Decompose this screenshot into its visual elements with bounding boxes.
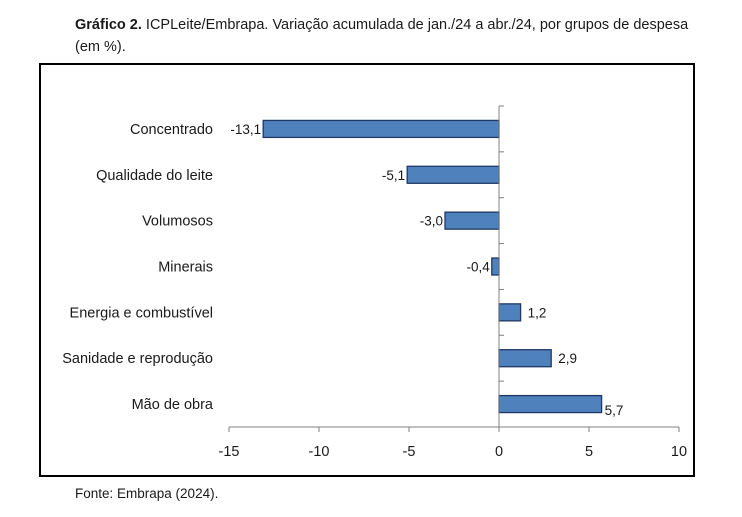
category-label: Energia e combustível xyxy=(70,305,213,321)
bar xyxy=(406,165,500,184)
x-tick-label: 5 xyxy=(585,444,593,460)
caption-label: Gráfico 2. xyxy=(75,17,142,33)
x-tick-label: -10 xyxy=(309,444,330,460)
chart-frame xyxy=(39,63,695,477)
data-label: -0,4 xyxy=(467,260,491,275)
data-label: 1,2 xyxy=(528,305,547,320)
x-tick-label: 0 xyxy=(495,444,503,460)
bar xyxy=(262,119,500,139)
x-tick-label: -5 xyxy=(403,444,416,460)
category-label: Mão de obra xyxy=(132,397,214,413)
x-tick-label: 10 xyxy=(671,444,687,460)
data-label: -5,1 xyxy=(382,168,405,183)
x-tick-label: -15 xyxy=(219,444,240,460)
data-label: -3,0 xyxy=(420,214,443,229)
data-label: -13,1 xyxy=(230,122,261,137)
bar xyxy=(498,303,522,322)
bar xyxy=(444,211,500,230)
caption-text: ICPLeite/Embrapa. Variação acumulada de … xyxy=(75,17,689,55)
category-label: Qualidade do leite xyxy=(96,168,213,184)
data-label: 5,7 xyxy=(605,403,624,418)
figure-caption: Gráfico 2. ICPLeite/Embrapa. Variação ac… xyxy=(75,14,705,58)
bar xyxy=(498,394,603,414)
source-note: Fonte: Embrapa (2024). xyxy=(75,486,219,501)
category-label: Volumosos xyxy=(142,214,213,230)
category-label: Sanidade e reprodução xyxy=(62,351,213,367)
bar xyxy=(498,349,552,368)
data-label: 2,9 xyxy=(558,351,577,366)
category-label: Concentrado xyxy=(130,122,213,138)
bar xyxy=(491,257,500,276)
category-label: Minerais xyxy=(158,260,213,276)
